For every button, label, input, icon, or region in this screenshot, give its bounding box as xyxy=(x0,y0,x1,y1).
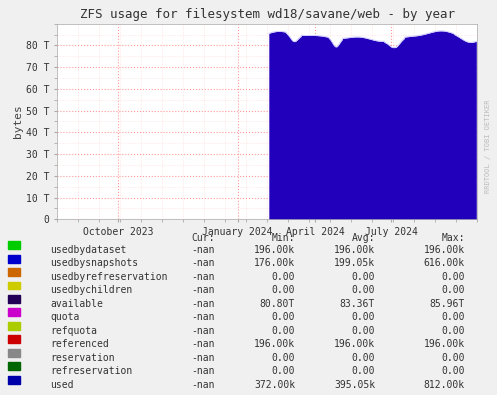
Text: -nan: -nan xyxy=(191,339,215,349)
Text: 83.36T: 83.36T xyxy=(340,299,375,308)
Text: usedbydataset: usedbydataset xyxy=(50,245,126,255)
Text: 196.00k: 196.00k xyxy=(254,245,295,255)
Text: -nan: -nan xyxy=(191,366,215,376)
Text: 0.00: 0.00 xyxy=(351,272,375,282)
Y-axis label: bytes: bytes xyxy=(13,105,23,138)
Text: -nan: -nan xyxy=(191,312,215,322)
Text: available: available xyxy=(50,299,103,308)
Text: 0.00: 0.00 xyxy=(271,325,295,336)
Text: 372.00k: 372.00k xyxy=(254,380,295,389)
FancyBboxPatch shape xyxy=(8,268,20,276)
Text: usedbysnapshots: usedbysnapshots xyxy=(50,258,138,268)
FancyBboxPatch shape xyxy=(8,254,20,263)
Text: 196.00k: 196.00k xyxy=(424,339,465,349)
FancyBboxPatch shape xyxy=(8,335,20,343)
Text: 0.00: 0.00 xyxy=(351,325,375,336)
FancyBboxPatch shape xyxy=(8,322,20,330)
Text: used: used xyxy=(50,380,74,389)
Text: 0.00: 0.00 xyxy=(271,366,295,376)
Text: 176.00k: 176.00k xyxy=(254,258,295,268)
Text: reservation: reservation xyxy=(50,352,115,363)
Text: refreservation: refreservation xyxy=(50,366,132,376)
Text: usedbyrefreservation: usedbyrefreservation xyxy=(50,272,167,282)
Text: 0.00: 0.00 xyxy=(351,285,375,295)
Text: 0.00: 0.00 xyxy=(271,285,295,295)
Text: 0.00: 0.00 xyxy=(441,366,465,376)
Text: -nan: -nan xyxy=(191,272,215,282)
Text: -nan: -nan xyxy=(191,352,215,363)
Text: refquota: refquota xyxy=(50,325,97,336)
Text: referenced: referenced xyxy=(50,339,109,349)
Text: 0.00: 0.00 xyxy=(271,272,295,282)
Text: 0.00: 0.00 xyxy=(271,352,295,363)
Text: 0.00: 0.00 xyxy=(351,366,375,376)
Text: 0.00: 0.00 xyxy=(441,285,465,295)
Text: 196.00k: 196.00k xyxy=(424,245,465,255)
Text: 0.00: 0.00 xyxy=(441,272,465,282)
FancyBboxPatch shape xyxy=(8,376,20,384)
Text: Avg:: Avg: xyxy=(351,233,375,243)
Text: usedbychildren: usedbychildren xyxy=(50,285,132,295)
Text: -nan: -nan xyxy=(191,245,215,255)
Text: 0.00: 0.00 xyxy=(441,312,465,322)
Text: -nan: -nan xyxy=(191,325,215,336)
Text: -nan: -nan xyxy=(191,258,215,268)
FancyBboxPatch shape xyxy=(8,295,20,303)
FancyBboxPatch shape xyxy=(8,282,20,290)
Text: 0.00: 0.00 xyxy=(441,352,465,363)
Text: 812.00k: 812.00k xyxy=(424,380,465,389)
Text: 395.05k: 395.05k xyxy=(334,380,375,389)
Text: Max:: Max: xyxy=(441,233,465,243)
Text: quota: quota xyxy=(50,312,80,322)
Text: Min:: Min: xyxy=(271,233,295,243)
Text: 196.00k: 196.00k xyxy=(254,339,295,349)
FancyBboxPatch shape xyxy=(8,241,20,249)
Text: 196.00k: 196.00k xyxy=(334,339,375,349)
Text: -nan: -nan xyxy=(191,299,215,308)
Text: 0.00: 0.00 xyxy=(351,352,375,363)
Text: -nan: -nan xyxy=(191,285,215,295)
FancyBboxPatch shape xyxy=(8,308,20,316)
FancyBboxPatch shape xyxy=(8,363,20,371)
Text: 199.05k: 199.05k xyxy=(334,258,375,268)
Text: 85.96T: 85.96T xyxy=(430,299,465,308)
Text: Cur:: Cur: xyxy=(191,233,215,243)
Text: -nan: -nan xyxy=(191,380,215,389)
Text: RRDTOOL / TOBI OETIKER: RRDTOOL / TOBI OETIKER xyxy=(485,100,491,193)
Title: ZFS usage for filesystem wd18/savane/web - by year: ZFS usage for filesystem wd18/savane/web… xyxy=(80,8,455,21)
Text: 80.80T: 80.80T xyxy=(260,299,295,308)
Text: 0.00: 0.00 xyxy=(351,312,375,322)
Text: 0.00: 0.00 xyxy=(271,312,295,322)
FancyBboxPatch shape xyxy=(8,349,20,357)
Text: 196.00k: 196.00k xyxy=(334,245,375,255)
Text: 616.00k: 616.00k xyxy=(424,258,465,268)
Text: 0.00: 0.00 xyxy=(441,325,465,336)
